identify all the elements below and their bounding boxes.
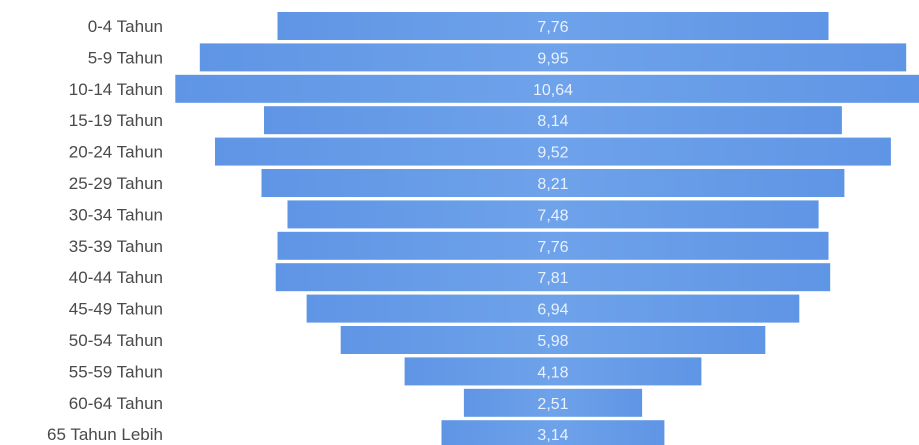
bar-1 — [199, 43, 907, 72]
value-label-12: 2,51 — [537, 396, 568, 413]
bar-11 — [404, 357, 702, 386]
value-label-5: 8,21 — [537, 176, 568, 193]
bar-0 — [277, 12, 829, 40]
bar-13 — [441, 420, 665, 445]
bar-4 — [215, 137, 891, 166]
category-label-12: 60-64 Tahun — [69, 394, 163, 413]
bar-12 — [463, 388, 643, 417]
bar-5 — [261, 169, 845, 197]
category-label-6: 30-34 Tahun — [69, 205, 163, 224]
bar-3 — [264, 106, 842, 135]
category-label-7: 35-39 Tahun — [69, 237, 163, 256]
bar-9 — [306, 294, 800, 323]
category-label-10: 50-54 Tahun — [69, 331, 163, 350]
category-label-4: 20-24 Tahun — [69, 143, 163, 162]
value-label-3: 8,14 — [537, 113, 568, 130]
category-label-13: 65 Tahun Lebih — [47, 425, 163, 444]
value-label-7: 7,76 — [537, 239, 568, 256]
category-label-0: 0-4 Tahun — [88, 17, 163, 36]
category-label-11: 55-59 Tahun — [69, 362, 163, 381]
value-label-11: 4,18 — [537, 364, 568, 381]
category-label-2: 10-14 Tahun — [69, 80, 163, 99]
category-label-9: 45-49 Tahun — [69, 300, 163, 319]
category-labels-group: 0-4 Tahun 5-9 Tahun 10-14 Tahun 15-19 Tahun… — [47, 17, 163, 444]
bar-8 — [275, 263, 831, 292]
category-label-5: 25-29 Tahun — [69, 174, 163, 193]
bar-2 — [175, 74, 919, 103]
bar-7 — [277, 231, 829, 260]
value-label-4: 9,52 — [537, 145, 568, 162]
value-label-8: 7,81 — [537, 270, 568, 287]
bars-group — [175, 12, 919, 445]
value-labels-group: 7,76 9,95 10,64 8,14 9,52 8,21 7,48 7,76 7,81 6,9… — [533, 19, 573, 444]
category-label-1: 5-9 Tahun — [88, 48, 163, 67]
value-label-0: 7,76 — [537, 19, 568, 36]
value-label-10: 5,98 — [537, 333, 568, 350]
value-label-13: 3,14 — [537, 427, 568, 444]
value-label-6: 7,48 — [537, 207, 568, 224]
value-label-9: 6,94 — [537, 302, 568, 319]
value-label-1: 9,95 — [537, 50, 568, 67]
category-label-3: 15-19 Tahun — [69, 111, 163, 130]
category-label-8: 40-44 Tahun — [69, 268, 163, 287]
bar-6 — [287, 200, 819, 229]
bar-10 — [340, 326, 766, 354]
value-label-2: 10,64 — [533, 82, 573, 99]
